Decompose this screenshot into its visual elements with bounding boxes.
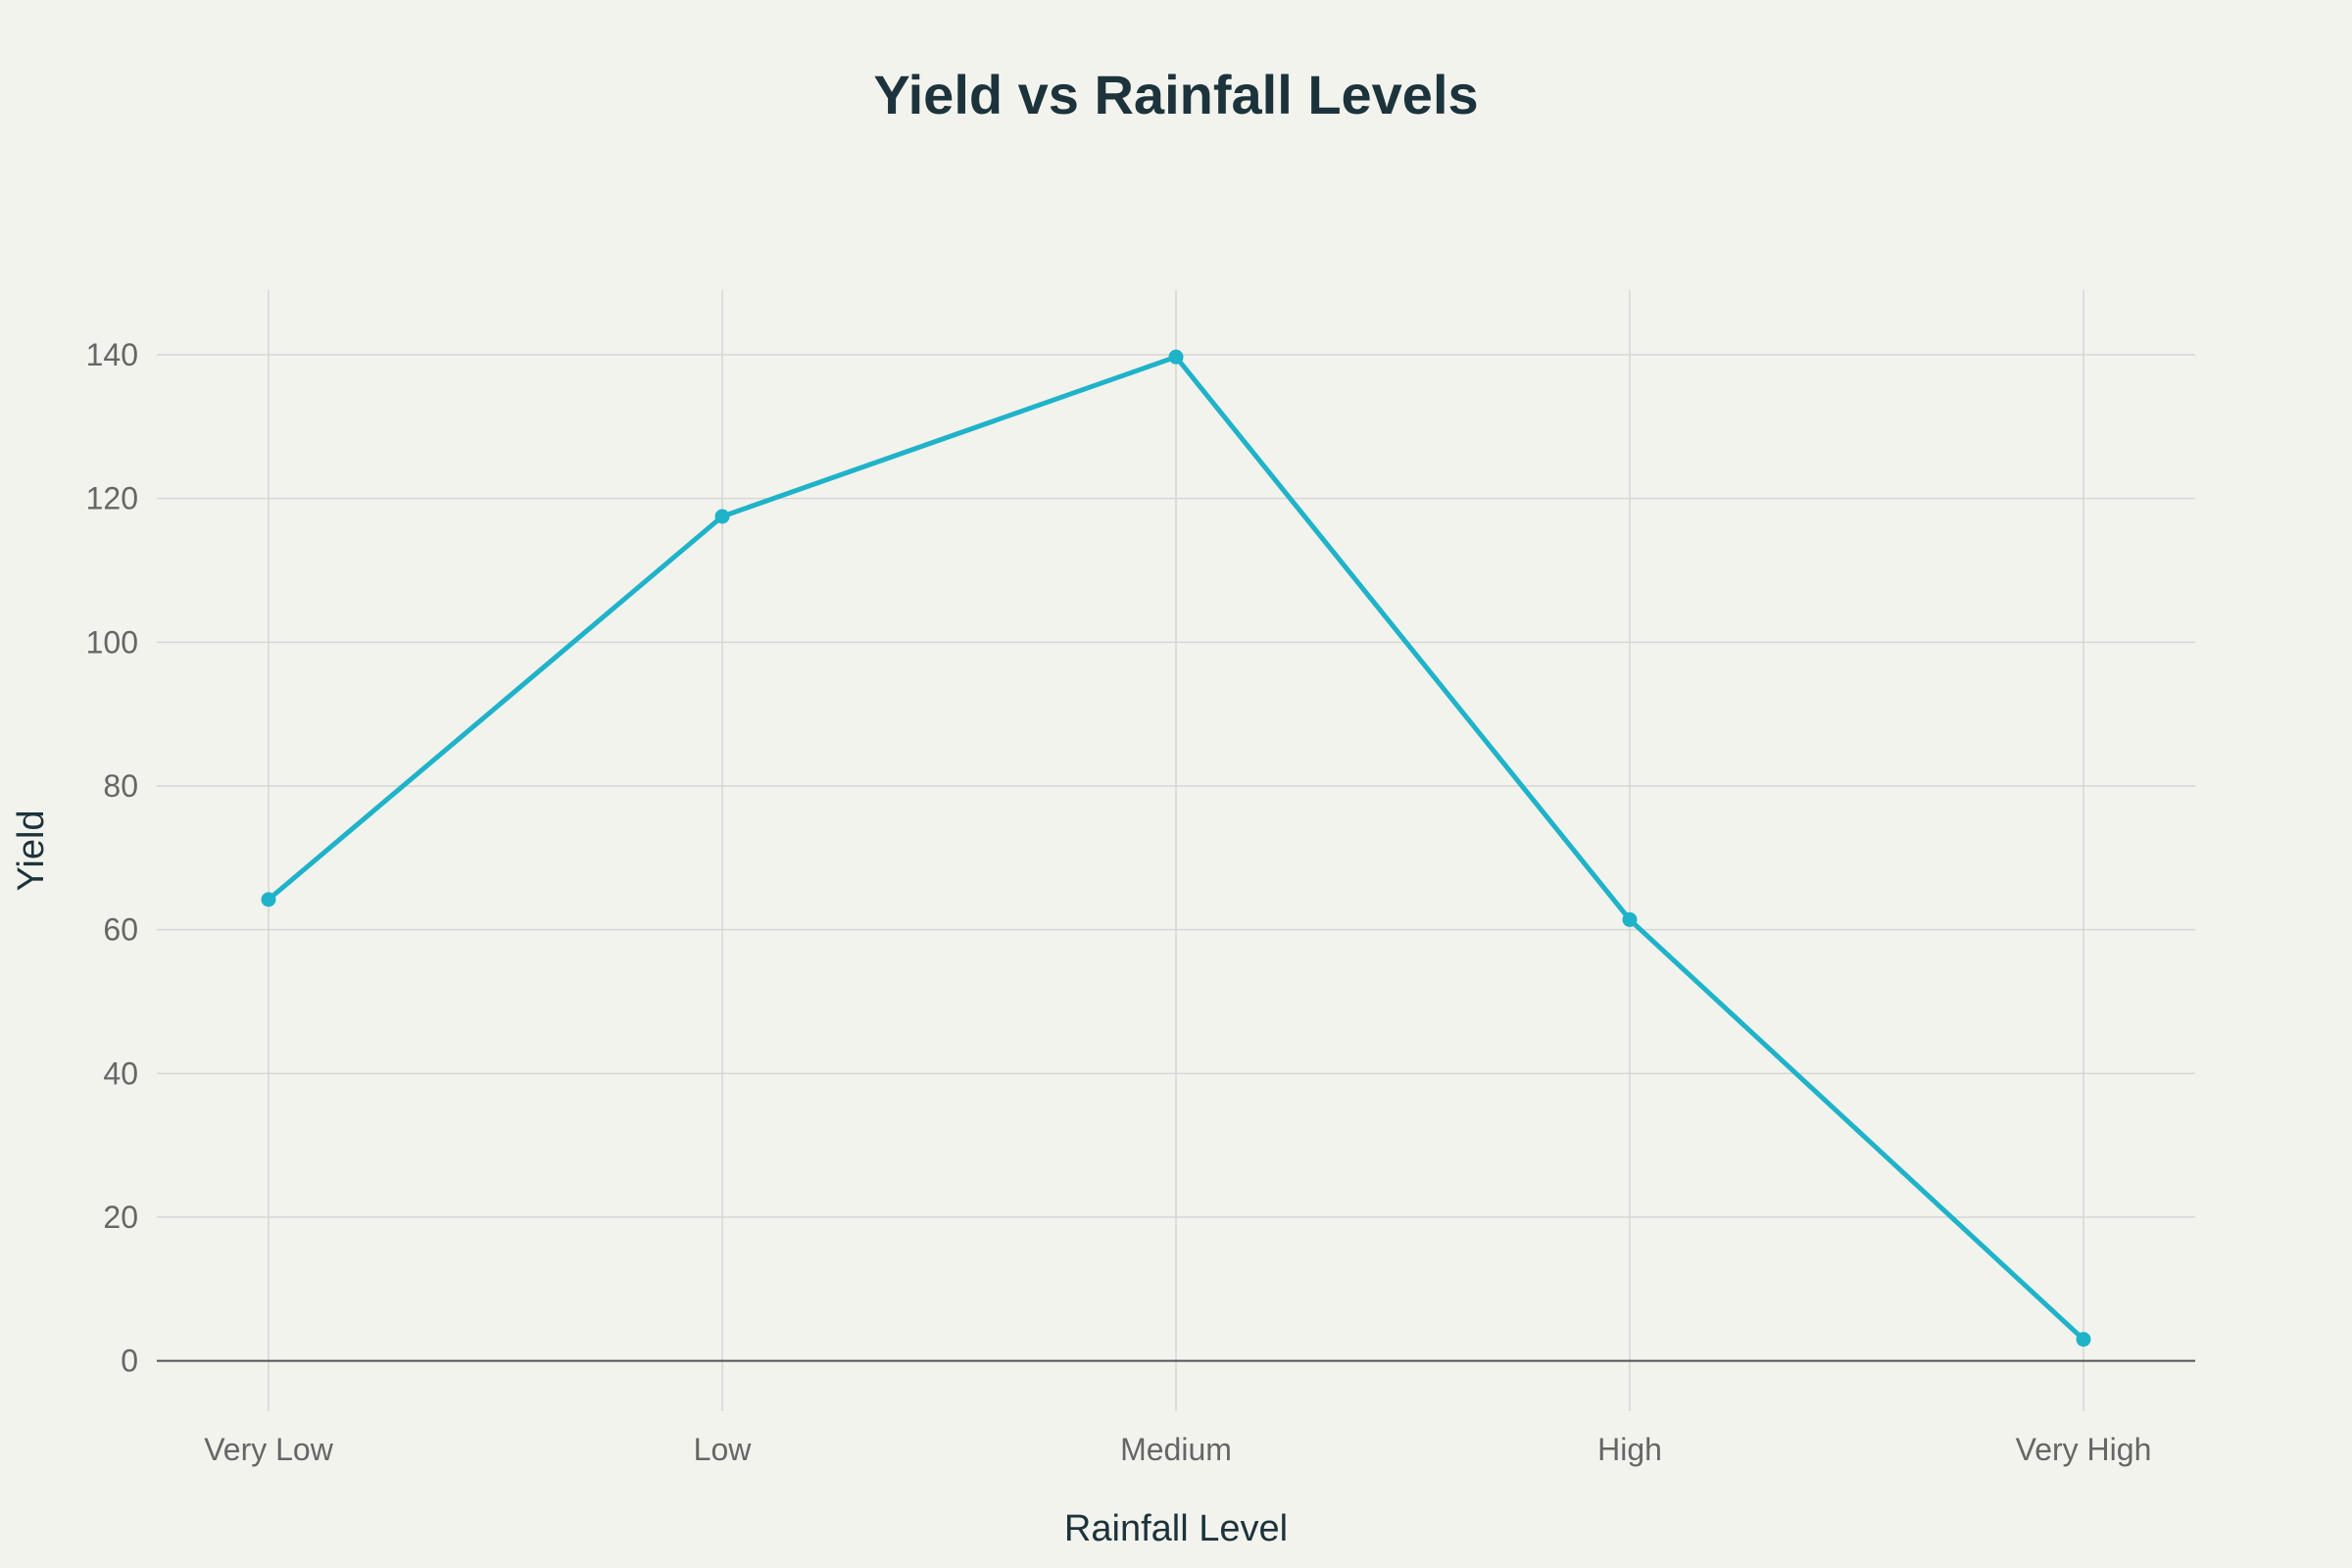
x-tick-label: Very Low [204, 1432, 334, 1467]
x-tick-label: Medium [1120, 1432, 1232, 1467]
x-tick-label: Low [694, 1432, 753, 1467]
data-point [1622, 911, 1638, 927]
grid [157, 290, 2195, 1411]
data-point [2076, 1332, 2091, 1348]
y-tick-label: 0 [121, 1344, 138, 1379]
x-tick-label: Very High [2016, 1432, 2152, 1467]
y-tick-label: 60 [103, 912, 138, 948]
data-point [1168, 349, 1184, 365]
x-axis-ticks: Very Low Low Medium High Very High [204, 1432, 2151, 1467]
chart-title: Yield vs Rainfall Levels [873, 64, 1478, 125]
x-tick-label: High [1597, 1432, 1662, 1467]
data-point [714, 509, 730, 524]
y-tick-label: 20 [103, 1200, 138, 1235]
y-tick-label: 120 [86, 481, 138, 516]
data-point [261, 892, 276, 907]
y-axis-ticks: 0 20 40 60 80 100 120 140 [86, 337, 138, 1379]
y-tick-label: 140 [86, 337, 138, 372]
y-tick-label: 100 [86, 624, 138, 660]
x-axis-label: Rainfall Level [1064, 1508, 1288, 1549]
y-axis-label: Yield [11, 809, 52, 891]
series-yield [261, 349, 2091, 1348]
y-tick-label: 40 [103, 1055, 138, 1091]
y-tick-label: 80 [103, 768, 138, 804]
